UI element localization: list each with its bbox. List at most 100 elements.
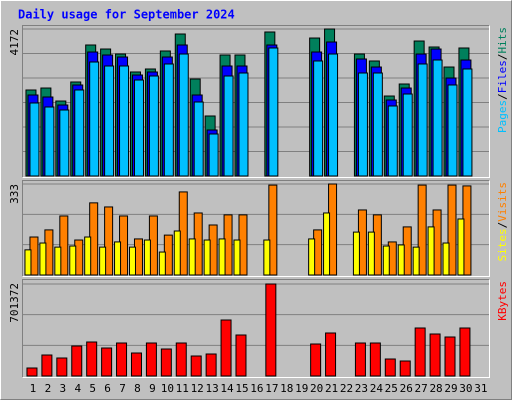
bar [175,342,187,377]
bar [71,345,83,377]
bar [412,246,420,276]
bar [158,251,166,276]
bar [457,218,465,276]
bar [119,65,130,177]
bar [442,242,450,276]
bar [325,332,337,377]
bar [145,342,157,377]
bar [310,343,322,377]
bar [84,236,92,276]
bar [99,246,107,276]
bar [402,93,413,177]
x-tick-label: 19 [295,382,308,395]
bar [238,72,249,177]
bar [39,242,47,276]
legend-separator: / [496,93,509,100]
bar [444,336,456,377]
bar [387,105,398,177]
bar [414,327,426,377]
bar [268,47,279,177]
x-tick-label: 4 [74,382,81,395]
x-tick-label: 1 [30,382,37,395]
x-tick-label: 15 [235,382,248,395]
panel-light [22,279,490,378]
bar [268,184,278,276]
legend: KBytes [496,281,509,321]
bar [208,133,219,177]
x-tick-label: 21 [325,382,338,395]
x-tick-label: 20 [310,382,323,395]
bar [357,72,368,177]
bar [382,245,390,276]
x-tick-label: 25 [385,382,398,395]
bar [323,212,331,276]
bar [397,244,405,276]
bar [41,354,53,377]
x-tick-label: 31 [474,382,487,395]
panel-shadow [22,279,490,378]
bar [89,61,100,177]
bar [203,239,211,276]
panel-shadow [22,180,490,277]
bar [233,239,241,276]
bar [352,231,360,276]
bar [265,283,277,377]
bar [59,109,70,177]
legend: Sites/Visits [496,182,509,262]
legend-separator: / [496,54,509,61]
bar [372,72,383,177]
legend-entry: Pages [496,100,509,133]
panel-shadow [22,25,490,178]
bar [384,358,396,377]
bar [459,327,471,377]
bar [74,89,85,177]
x-tick-label: 18 [280,382,293,395]
bar [369,342,381,377]
x-tick-label: 17 [265,382,278,395]
bar [328,53,339,177]
bar [205,353,217,377]
bar [69,245,77,276]
x-tick-label: 5 [89,382,96,395]
bar [143,239,151,276]
legend-entry: KBytes [496,281,509,321]
bar [44,106,55,177]
panel [22,279,490,378]
panel-light [22,180,490,277]
bar [218,238,226,276]
x-tick-label: 3 [60,382,67,395]
bar [193,101,204,177]
legend-entry: Visits [496,182,509,222]
bar [114,241,122,276]
bar [101,347,113,377]
x-tick-label: 10 [161,382,174,395]
legend: Pages/Files/Hits [496,27,509,133]
x-tick-label: 9 [149,382,156,395]
bar [178,53,189,177]
bar [104,65,115,177]
x-tick-label: 16 [250,382,263,395]
bar [417,63,428,177]
x-tick-label: 23 [355,382,368,395]
x-tick-label: 29 [444,382,457,395]
bar [308,238,316,276]
bar [190,355,202,377]
bar [133,79,144,177]
x-tick-label: 27 [415,382,428,395]
bar [26,367,38,377]
bar [462,68,473,177]
bar [104,206,114,276]
bar [86,341,98,377]
bar [59,215,69,276]
x-tick-label: 13 [206,382,219,395]
bar [188,238,196,276]
x-tick-label: 11 [176,382,189,395]
y-tick-label: 4172 [8,29,21,56]
bar [263,239,271,276]
panel-light [22,25,490,178]
chart-title: Daily usage for September 2024 [18,8,235,22]
bar [427,226,435,276]
x-tick-label: 22 [340,382,353,395]
